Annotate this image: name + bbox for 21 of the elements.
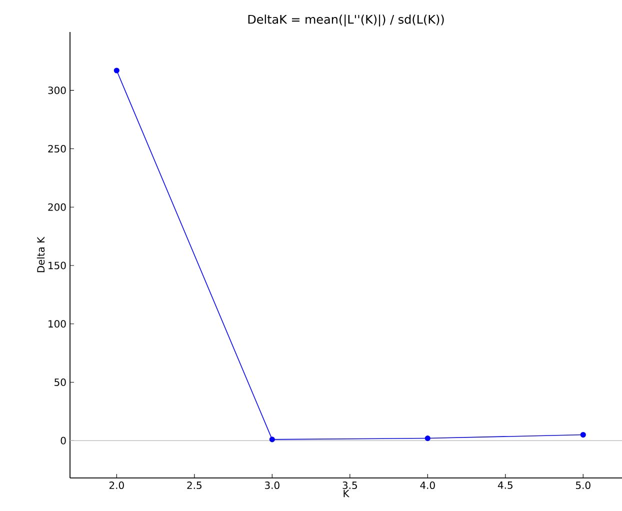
- y-tick-label: 300: [48, 86, 66, 94]
- point: [114, 68, 120, 74]
- x-tick-label: 4.0: [420, 481, 435, 490]
- point: [424, 436, 430, 442]
- x-tick-label: 5.0: [576, 481, 590, 490]
- chart-title: DeltaK = mean(|L''(K)|) / sd(L(K)): [248, 14, 444, 26]
- y-tick-label: 0: [60, 436, 66, 444]
- x-tick-label: 4.5: [498, 482, 512, 489]
- y-tick-label: 100: [48, 320, 66, 328]
- y-tick-label: 200: [48, 203, 66, 211]
- x-tick-label: 3.5: [342, 481, 357, 490]
- x-tick-label: 2.5: [187, 481, 202, 490]
- y-tick-label: 250: [48, 144, 66, 153]
- y-tick-label: 150: [48, 262, 66, 270]
- x-tick-label: 3.0: [264, 481, 280, 490]
- x-axis-title: K: [344, 490, 350, 498]
- x-tick-label: 2.0: [109, 481, 124, 490]
- y-tick-label: 50: [54, 378, 66, 386]
- point: [269, 436, 275, 442]
- point: [580, 432, 586, 438]
- y-axis-title: Delta K: [36, 236, 45, 272]
